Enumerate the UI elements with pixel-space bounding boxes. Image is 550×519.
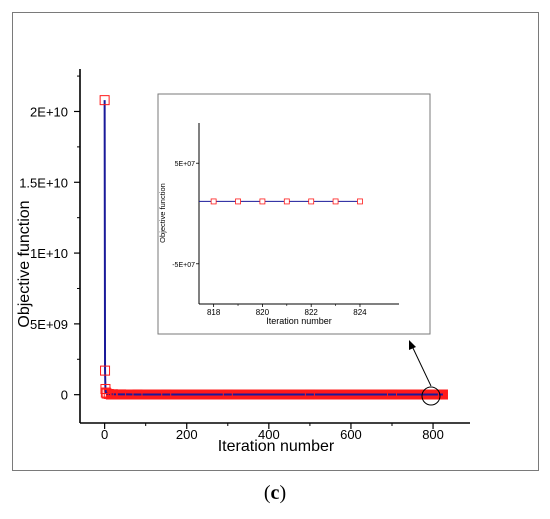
inset-frame xyxy=(157,93,431,335)
main-y-tick-label: 1E+10 xyxy=(30,246,68,261)
inset-y-tick-label: -5E+07 xyxy=(172,262,195,269)
main-chart: 0 200 400 600 800 0 5E+09 1E+10 1.5E+10 2E+10 Ite… xyxy=(16,69,470,455)
zoom-arrow-head xyxy=(409,340,416,350)
inset-data-point xyxy=(210,198,217,205)
data-point xyxy=(304,389,315,400)
inset-chart: 818 820 822 824 5E+07 -5E+07 Iteration number… xyxy=(157,93,431,335)
main-x-tick-label: 0 xyxy=(101,427,108,442)
main-y-tick-label: 0 xyxy=(61,388,68,403)
inset-x-tick-label: 824 xyxy=(353,308,367,317)
main-x-tick-label: 400 xyxy=(258,427,280,442)
main-y-axis-label: Objective function xyxy=(16,200,33,327)
data-point xyxy=(437,389,448,400)
figure-caption: (c) xyxy=(0,482,550,505)
inset-x-tick-label: 822 xyxy=(305,308,319,317)
main-y-tick-label: 2E+10 xyxy=(30,104,68,119)
main-x-tick-label: 600 xyxy=(340,427,362,442)
main-y-tick-label: 5E+09 xyxy=(30,317,68,332)
main-x-tick-label: 800 xyxy=(422,427,444,442)
zoom-circle xyxy=(421,386,441,406)
data-point xyxy=(387,389,397,400)
caption-close: ) xyxy=(279,482,287,504)
inset-x-axis-label: Iteration number xyxy=(266,316,332,326)
inset-data-point xyxy=(235,198,241,205)
inset-y-tick-label: 5E+07 xyxy=(175,161,196,168)
main-x-tick-label: 200 xyxy=(176,427,198,442)
inset-data-point xyxy=(283,198,290,205)
data-point xyxy=(100,365,111,376)
zoom-arrow xyxy=(411,345,432,387)
inset-x-tick-label: 818 xyxy=(207,308,221,317)
caption-letter: c xyxy=(270,482,280,504)
caption-open: ( xyxy=(263,482,271,504)
main-x-axis-label: Iteration number xyxy=(218,438,335,455)
data-point xyxy=(132,389,143,400)
data-point xyxy=(161,389,172,400)
inset-y-axis-label: Objective function xyxy=(158,183,167,243)
main-y-tick-label: 1.5E+10 xyxy=(19,175,68,190)
inset-data-point xyxy=(308,198,315,205)
inset-data-point xyxy=(357,198,363,205)
inset-data-point xyxy=(259,198,266,205)
inset-data-point xyxy=(332,198,339,205)
data-point xyxy=(100,387,111,398)
data-point xyxy=(107,389,118,400)
data-point xyxy=(116,389,127,400)
data-point xyxy=(222,389,233,400)
data-point xyxy=(99,95,110,106)
figure-frame xyxy=(12,12,539,471)
inset-x-tick-label: 820 xyxy=(256,308,270,317)
